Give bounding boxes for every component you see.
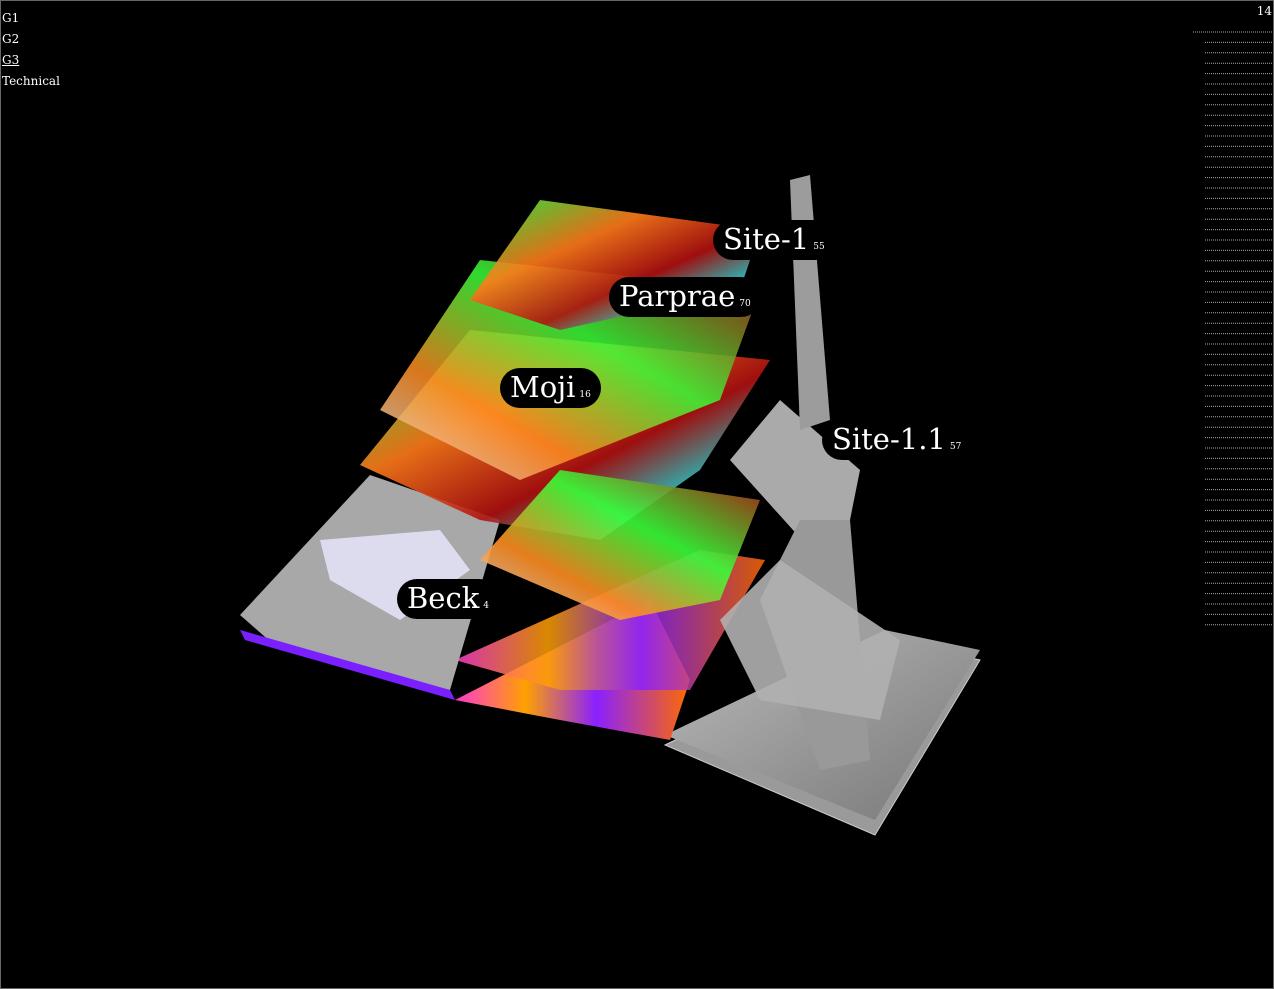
label-name: Parprae (619, 279, 736, 313)
menu-item[interactable]: G3 (2, 53, 20, 67)
side-rules (1193, 31, 1272, 626)
label-count: 70 (739, 299, 751, 309)
label-pill[interactable]: Beck 4 (397, 579, 500, 619)
visual-stack (240, 175, 981, 836)
label-name: Moji (510, 370, 576, 404)
menu-item[interactable]: Technical (2, 74, 60, 88)
label-name: Beck (407, 581, 480, 615)
label-count: 57 (949, 442, 962, 452)
label-count: 55 (813, 242, 825, 252)
label-name: Site-1 (723, 222, 810, 256)
label-count: 16 (579, 390, 591, 400)
label-pill[interactable]: Site-1.1 57 (822, 420, 972, 460)
label-count: 4 (483, 601, 490, 611)
label-name: Site-1.1 (832, 422, 946, 456)
label-pill[interactable]: Moji 16 (500, 368, 601, 408)
label-pill[interactable]: Site-1 55 (713, 220, 835, 260)
menu-item[interactable]: G1 (2, 11, 20, 25)
menu: G1 G2 G3 Technical (2, 8, 60, 92)
menu-item[interactable]: G2 (2, 32, 20, 46)
label-pill[interactable]: Parprae 70 (609, 277, 761, 317)
corner-count: 14 (1256, 4, 1272, 18)
